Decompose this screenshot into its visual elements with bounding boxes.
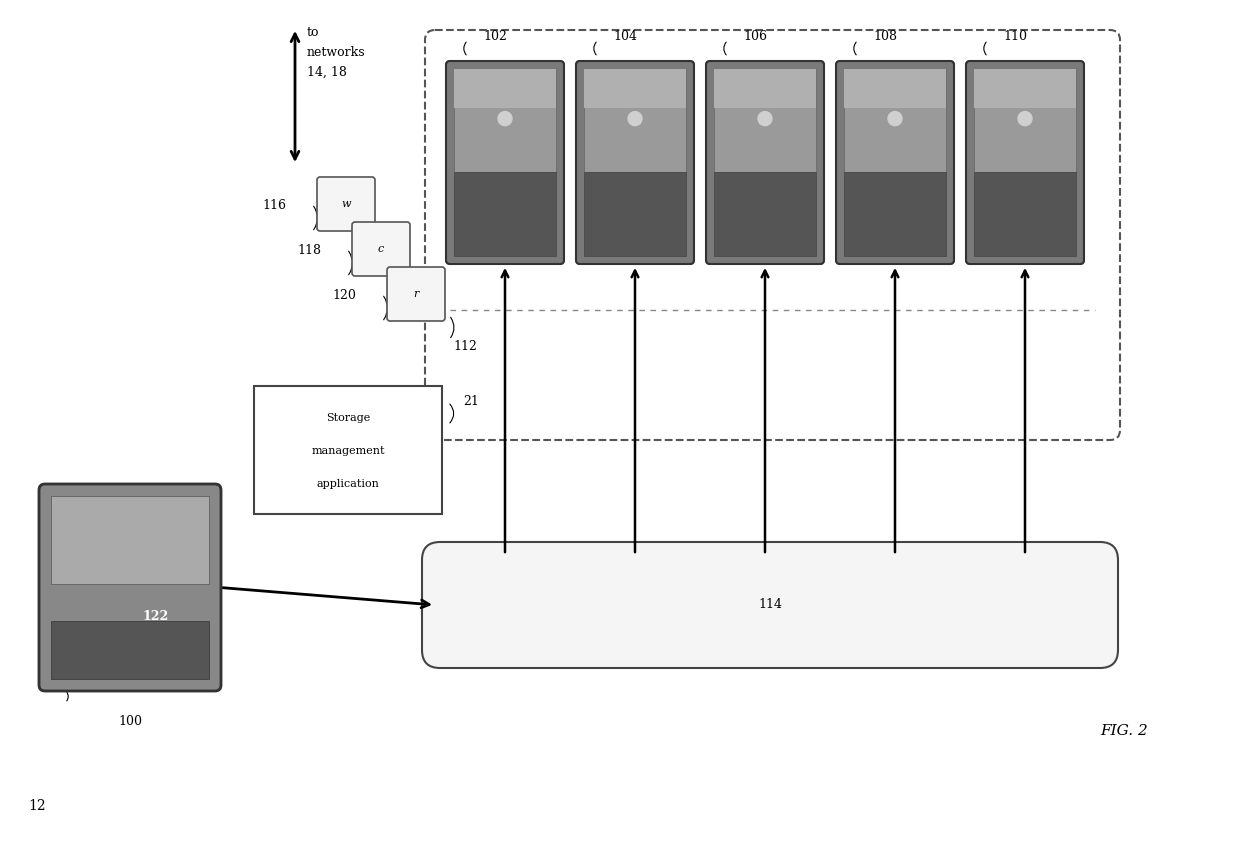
Bar <box>51 496 210 584</box>
Bar <box>454 173 556 256</box>
Circle shape <box>1018 111 1032 126</box>
Bar <box>714 173 816 256</box>
Bar <box>973 69 1076 108</box>
Text: 122: 122 <box>143 610 169 623</box>
Text: to: to <box>308 26 320 39</box>
Text: r: r <box>413 289 419 299</box>
Text: networks: networks <box>308 46 366 59</box>
Text: 114: 114 <box>758 598 782 611</box>
Circle shape <box>627 111 642 126</box>
Text: 116: 116 <box>262 199 286 212</box>
Bar <box>973 69 1076 173</box>
Text: 118: 118 <box>298 244 321 257</box>
Bar <box>51 620 210 679</box>
Bar <box>844 69 946 173</box>
Text: 100: 100 <box>118 715 143 728</box>
Bar <box>454 69 556 173</box>
FancyBboxPatch shape <box>38 484 221 691</box>
Bar <box>584 173 686 256</box>
Text: 120: 120 <box>332 289 356 302</box>
FancyBboxPatch shape <box>836 61 954 264</box>
Text: w: w <box>341 199 351 209</box>
Bar <box>844 173 946 256</box>
Text: 108: 108 <box>873 30 897 43</box>
FancyBboxPatch shape <box>254 386 441 514</box>
Text: management: management <box>311 446 384 456</box>
Text: 104: 104 <box>613 30 637 43</box>
FancyBboxPatch shape <box>387 267 445 321</box>
Text: 14, 18: 14, 18 <box>308 66 347 79</box>
Text: 106: 106 <box>743 30 768 43</box>
Bar <box>714 69 816 108</box>
Bar <box>973 173 1076 256</box>
Text: 110: 110 <box>1003 30 1027 43</box>
FancyBboxPatch shape <box>317 177 374 231</box>
Circle shape <box>498 111 512 126</box>
FancyBboxPatch shape <box>352 222 410 276</box>
FancyBboxPatch shape <box>422 542 1118 668</box>
Bar <box>454 69 556 108</box>
Text: application: application <box>316 479 379 489</box>
Circle shape <box>758 111 773 126</box>
Bar <box>714 69 816 173</box>
FancyBboxPatch shape <box>706 61 825 264</box>
Text: 12: 12 <box>29 799 46 813</box>
Bar <box>844 69 946 108</box>
Text: 112: 112 <box>453 340 477 353</box>
FancyBboxPatch shape <box>446 61 564 264</box>
Bar <box>584 69 686 173</box>
FancyBboxPatch shape <box>966 61 1084 264</box>
Text: 102: 102 <box>484 30 507 43</box>
Text: 21: 21 <box>463 395 479 408</box>
Circle shape <box>888 111 901 126</box>
Bar <box>584 69 686 108</box>
Text: FIG. 2: FIG. 2 <box>1100 724 1148 738</box>
Text: c: c <box>378 244 384 254</box>
FancyBboxPatch shape <box>577 61 694 264</box>
Text: Storage: Storage <box>326 413 370 423</box>
